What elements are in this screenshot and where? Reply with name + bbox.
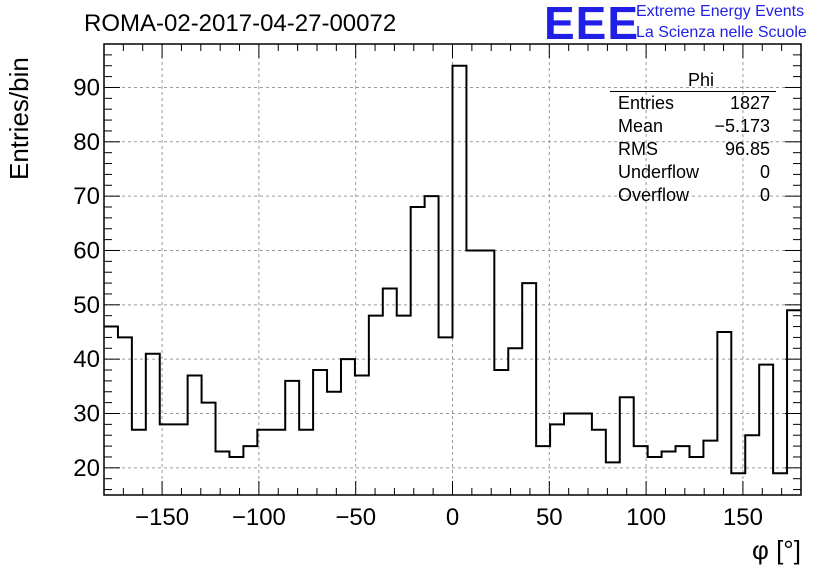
histogram-bin	[606, 462, 620, 495]
histogram-bin	[466, 250, 480, 495]
stats-row-entries: Entries 1827	[610, 92, 776, 115]
stats-label: Underflow	[618, 162, 700, 182]
stats-label: Overflow	[618, 185, 690, 205]
stats-name: Phi	[687, 70, 714, 90]
histogram-bin	[118, 337, 132, 495]
histogram-outline	[104, 64, 801, 475]
chart-title: ROMA-02-2017-04-27-00072	[84, 10, 397, 37]
histogram-bin	[257, 430, 271, 495]
histogram-bin	[759, 365, 773, 495]
histogram-bin	[508, 348, 522, 495]
y-tick-label: 30	[73, 400, 100, 427]
stats-value: 0	[759, 185, 770, 205]
stats-rule	[610, 91, 776, 92]
eee-logo: EEE	[544, 0, 640, 49]
x-tick-label: −100	[232, 504, 286, 531]
y-tick-label: 90	[73, 74, 100, 101]
histogram-bin	[522, 283, 536, 495]
histogram-bin	[174, 424, 188, 495]
x-axis-label: φ [°]	[752, 535, 801, 565]
histogram-bin	[146, 354, 160, 495]
histogram-bin	[745, 435, 759, 495]
stats-row-overflow: Overflow 0	[610, 184, 776, 207]
stats-row-mean: Mean −5.173	[610, 115, 776, 138]
histogram-bin	[341, 359, 355, 495]
axis-tick-labels: −150 −100 −50 0 50 100 150 20 30 40 50 60 70 80 90	[73, 74, 763, 531]
y-tick-label: 80	[73, 129, 100, 156]
histogram-bin	[550, 424, 564, 495]
y-tick-label: 40	[73, 346, 100, 373]
logo-text-line-2: La Scienza nelle Scuole	[636, 24, 807, 41]
histogram-bin	[536, 446, 550, 495]
histogram-bin	[439, 337, 453, 495]
histogram-bin	[104, 327, 118, 495]
stats-row-underflow: Underflow 0	[610, 161, 776, 184]
histogram-bin	[299, 430, 313, 495]
histogram-bin	[229, 457, 243, 495]
histogram-bin	[216, 452, 230, 495]
histogram-bin	[689, 457, 703, 495]
stats-value: 1827	[729, 93, 770, 113]
histogram-bin	[425, 196, 439, 495]
histogram-bin	[271, 430, 285, 495]
histogram-bin	[773, 473, 787, 495]
histogram-bin	[494, 370, 508, 495]
histogram-bin	[620, 397, 634, 495]
histogram-bin	[285, 381, 299, 495]
x-tick-label: 0	[446, 504, 459, 531]
logo-text-line-1: Extreme Energy Events	[636, 3, 805, 20]
histogram-bin	[355, 375, 369, 495]
histogram-bin	[480, 250, 494, 495]
histogram-bin	[383, 289, 397, 495]
y-tick-label: 50	[73, 292, 100, 319]
stats-value: −5.173	[714, 116, 770, 136]
y-axis-label: Entries/bin	[4, 57, 34, 180]
histogram-bin	[313, 370, 327, 495]
stats-label: Mean	[618, 116, 664, 136]
y-tick-label: 70	[73, 183, 100, 210]
histogram-bin	[453, 66, 467, 495]
histogram-bin	[662, 452, 676, 495]
stats-label: RMS	[618, 139, 658, 159]
histogram-bin	[243, 446, 257, 495]
x-tick-label: −150	[135, 504, 189, 531]
x-tick-label: 150	[723, 504, 763, 531]
histogram-bin	[564, 413, 578, 495]
x-tick-label: 50	[536, 504, 563, 531]
stats-row-rms: RMS 96.85	[610, 138, 776, 161]
histogram-bin	[578, 413, 592, 495]
histogram-bin	[202, 403, 216, 495]
histogram-bin	[132, 430, 146, 495]
stats-value: 0	[759, 162, 770, 182]
histogram-bin	[634, 446, 648, 495]
stats-label: Entries	[618, 93, 675, 113]
axis-ticks	[103, 43, 802, 495]
x-tick-label: 100	[626, 504, 666, 531]
histogram-bin	[327, 392, 341, 495]
y-tick-label: 60	[73, 237, 100, 264]
histogram-bin	[592, 430, 606, 495]
stats-value: 96.85	[724, 139, 770, 159]
y-tick-label: 20	[73, 455, 100, 482]
histogram-bin	[648, 457, 662, 495]
histogram-bin	[188, 375, 202, 495]
x-tick-label: −50	[335, 504, 376, 531]
histogram-bin	[676, 446, 690, 495]
stats-box: Phi Entries 1827 Mean −5.173 RMS 96.85 U…	[610, 70, 776, 207]
